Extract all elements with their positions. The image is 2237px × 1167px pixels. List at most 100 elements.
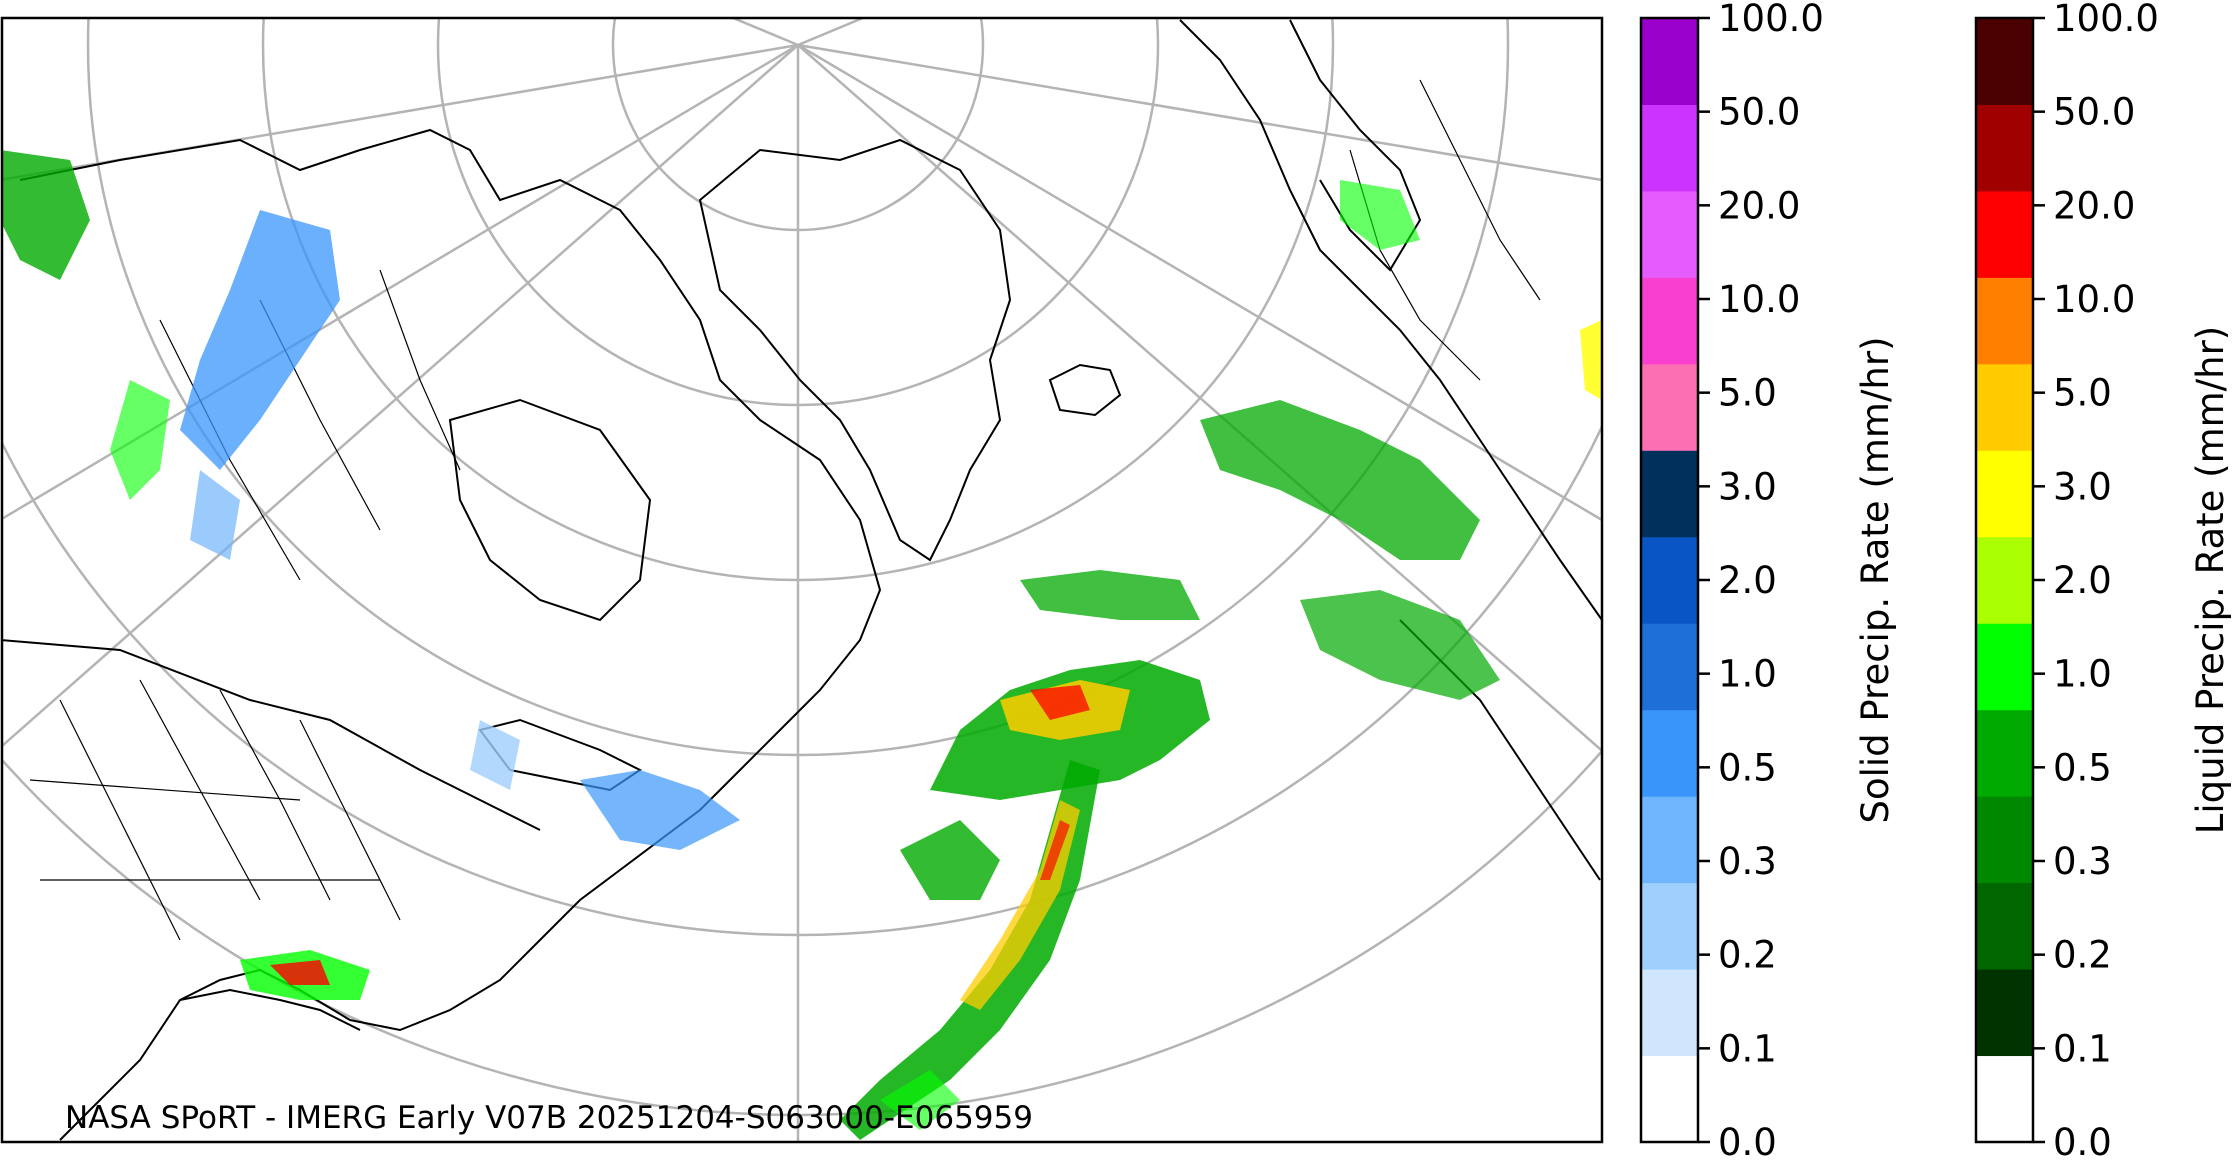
liquid-precip-area <box>1340 180 1420 250</box>
colorbar-tick-label: 50.0 <box>1718 91 1800 134</box>
colorbar-tick-label: 100.0 <box>2053 0 2159 40</box>
colorbar-tick-label: 2.0 <box>1718 559 1777 602</box>
colorbar-swatch <box>1976 1055 2033 1143</box>
colorbar-swatch <box>1641 277 1698 365</box>
liquid-precip-area <box>270 960 330 985</box>
admin-boundaries <box>29 79 1541 941</box>
colorbar-tick-label: 0.3 <box>2053 840 2112 883</box>
solid-precip-area <box>580 770 740 850</box>
colorbar-swatch <box>1641 882 1698 970</box>
province-boundary <box>379 269 461 471</box>
liquid-precip-area <box>1030 685 1090 720</box>
solid-precip-area <box>470 720 520 790</box>
colorbar-tick-label: 1.0 <box>1718 653 1777 696</box>
colorbar-tick-label: 0.0 <box>1718 1121 1777 1164</box>
liquid-precip-area <box>110 380 170 500</box>
colorbar-swatch <box>1976 882 2033 970</box>
colorbar-swatch <box>1641 969 1698 1057</box>
europe-coast <box>1179 19 1602 621</box>
colorbar-swatch <box>1976 969 2033 1057</box>
colorbar-swatch <box>1976 450 2033 538</box>
liquid-precip-area <box>1580 320 1602 400</box>
scandinavia-coast <box>1289 19 1422 272</box>
meridian <box>797 18 867 47</box>
colorbar-swatch <box>1641 1055 1698 1143</box>
colorbar-swatch <box>1641 709 1698 797</box>
colorbar-swatch <box>1976 18 2033 105</box>
caribbean-coast <box>179 988 361 1031</box>
colorbar-tick-label: 0.2 <box>1718 934 1777 977</box>
state-boundary <box>29 779 301 801</box>
colorbar-swatch <box>1976 709 2033 797</box>
colorbar-label: Liquid Precip. Rate (mm/hr) <box>2189 326 2232 835</box>
colorbar-swatch <box>1976 536 2033 624</box>
state-boundary <box>299 719 401 921</box>
iceland-coast <box>1048 363 1122 417</box>
colorbar-tick-label: 20.0 <box>2053 184 2135 227</box>
colorbar-tick-label: 0.2 <box>2053 934 2112 977</box>
meridian <box>729 18 799 47</box>
colorbar-swatch <box>1641 623 1698 711</box>
colorbar-tick-label: 5.0 <box>2053 372 2112 415</box>
colorbar-swatch <box>1641 536 1698 624</box>
colorbar-tick-label: 10.0 <box>1718 278 1800 321</box>
meridian <box>2 44 799 748</box>
us-canada-border <box>2 639 541 831</box>
liquid-precip-area <box>1040 820 1070 880</box>
colorbar-tick-label: 3.0 <box>2053 465 2112 508</box>
state-boundary <box>59 699 181 941</box>
state-boundary <box>139 679 261 901</box>
colorbar-tick-label: 0.0 <box>2053 1121 2112 1164</box>
colorbar-tick-label: 2.0 <box>2053 559 2112 602</box>
colorbar-tick-label: 10.0 <box>2053 278 2135 321</box>
liquid-precip-area <box>2 150 90 280</box>
colorbar-swatch <box>1641 363 1698 451</box>
map-panel[interactable] <box>0 0 2000 1142</box>
colorbar-swatch <box>1641 18 1698 105</box>
colorbar-swatch <box>1641 104 1698 192</box>
liquid-precip-colorbar: 0.0 0.1 0.2 0.3 0.5 1.0 2.0 3.0 5.0 10.0 20.0 50.0 1… <box>1974 0 2232 1164</box>
colorbar-tick-label: 20.0 <box>1718 184 1800 227</box>
country-boundary <box>1419 79 1541 301</box>
liquid-precip-area <box>840 760 1100 1140</box>
colorbar-swatch <box>1641 796 1698 884</box>
colorbar-swatch <box>1976 623 2033 711</box>
colorbar-tick-label: 3.0 <box>1718 465 1777 508</box>
colorbar-swatch <box>1976 363 2033 451</box>
map-border <box>0 16 1604 1144</box>
province-boundary <box>159 319 301 581</box>
colorbar-swatch <box>1976 796 2033 884</box>
colorbar-label: Solid Precip. Rate (mm/hr) <box>1854 336 1897 823</box>
liquid-precip-area <box>1020 570 1200 620</box>
meridian <box>797 43 1602 182</box>
colorbar-swatch <box>1641 190 1698 278</box>
solid-precip-area <box>190 470 240 560</box>
hudson-bay <box>448 398 652 622</box>
colorbar-tick-label: 0.1 <box>2053 1027 2112 1070</box>
colorbar-tick-label: 1.0 <box>2053 653 2112 696</box>
liquid-precip-area <box>900 820 1000 900</box>
colorbar-tick-label: 0.3 <box>1718 840 1777 883</box>
liquid-precip-area <box>880 1070 960 1130</box>
meridian <box>797 43 1602 522</box>
liquid-precip-area <box>1300 590 1500 700</box>
greenland-coast <box>698 138 1012 562</box>
colorbar-swatch <box>1976 190 2033 278</box>
colorbar-tick-label: 0.5 <box>2053 746 2112 789</box>
liquid-precip-area <box>1200 400 1480 560</box>
precip-overlay <box>2 150 1602 1140</box>
colorbar-swatch <box>1641 450 1698 538</box>
colorbar-tick-label: 50.0 <box>2053 91 2135 134</box>
colorbar-swatch <box>1976 104 2033 192</box>
colorbar-tick-label: 0.1 <box>1718 1027 1777 1070</box>
colorbar-tick-label: 0.5 <box>1718 746 1777 789</box>
credit-text: NASA SPoRT - IMERG Early V07B 20251204-S… <box>65 1100 1033 1136</box>
state-boundary <box>219 689 331 901</box>
solid-precip-area <box>180 210 340 470</box>
meridian <box>797 44 1602 753</box>
colorbar-swatch <box>1976 277 2033 365</box>
colorbar-tick-label: 100.0 <box>1718 0 1824 40</box>
solid-precip-colorbar: 0.0 0.1 0.2 0.3 0.5 1.0 2.0 3.0 5.0 10.0 20.0 50.0 1… <box>1639 0 1897 1164</box>
colorbar-tick-label: 5.0 <box>1718 372 1777 415</box>
